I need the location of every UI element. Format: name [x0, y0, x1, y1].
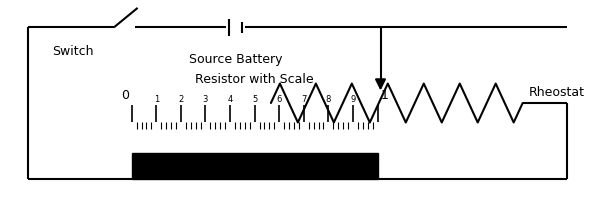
- Text: 4: 4: [227, 95, 233, 104]
- Text: Source Battery: Source Battery: [188, 53, 282, 66]
- Text: 7: 7: [301, 95, 307, 104]
- Text: 9: 9: [350, 95, 356, 104]
- Text: 8: 8: [326, 95, 331, 104]
- Text: Switch: Switch: [52, 45, 93, 58]
- Text: Rheostat: Rheostat: [529, 86, 584, 99]
- Text: 6: 6: [277, 95, 282, 104]
- Text: 3: 3: [203, 95, 208, 104]
- Text: Resistor with Scale: Resistor with Scale: [196, 73, 314, 86]
- Text: 2: 2: [178, 95, 184, 104]
- Text: 5: 5: [252, 95, 257, 104]
- Text: 1: 1: [380, 89, 388, 102]
- Text: 1: 1: [154, 95, 159, 104]
- Bar: [132, 153, 377, 179]
- Text: 0: 0: [121, 89, 129, 102]
